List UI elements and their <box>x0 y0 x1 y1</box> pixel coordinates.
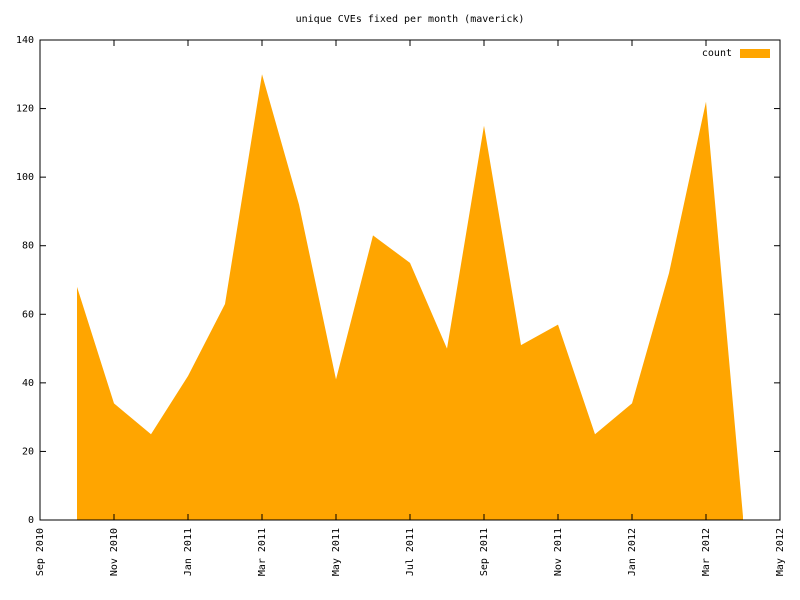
y-tick-label: 0 <box>28 515 34 526</box>
y-tick-label: 140 <box>16 35 34 46</box>
chart-title: unique CVEs fixed per month (maverick) <box>296 14 525 25</box>
x-tick-label: Sep 2010 <box>35 528 46 576</box>
y-tick-label: 40 <box>22 378 34 389</box>
x-tick-label: Mar 2011 <box>257 528 268 576</box>
area <box>77 74 743 521</box>
x-tick-label: Jan 2011 <box>183 528 194 576</box>
x-tick-label: Nov 2010 <box>109 528 120 576</box>
y-tick-label: 100 <box>16 172 34 183</box>
x-tick-label: Jul 2011 <box>405 528 416 576</box>
y-tick-label: 60 <box>22 309 34 320</box>
y-tick-label: 20 <box>22 446 34 457</box>
x-tick-label: Mar 2012 <box>701 528 712 576</box>
x-tick-label: Sep 2011 <box>479 528 490 576</box>
y-tick-label: 80 <box>22 241 34 252</box>
x-tick-label: May 2011 <box>331 528 342 576</box>
y-tick-label: 120 <box>16 104 34 115</box>
x-tick-label: May 2012 <box>775 528 786 576</box>
x-tick-label: Jan 2012 <box>627 528 638 576</box>
legend-label: count <box>702 48 732 59</box>
x-tick-label: Nov 2011 <box>553 528 564 576</box>
legend-swatch <box>740 49 770 58</box>
